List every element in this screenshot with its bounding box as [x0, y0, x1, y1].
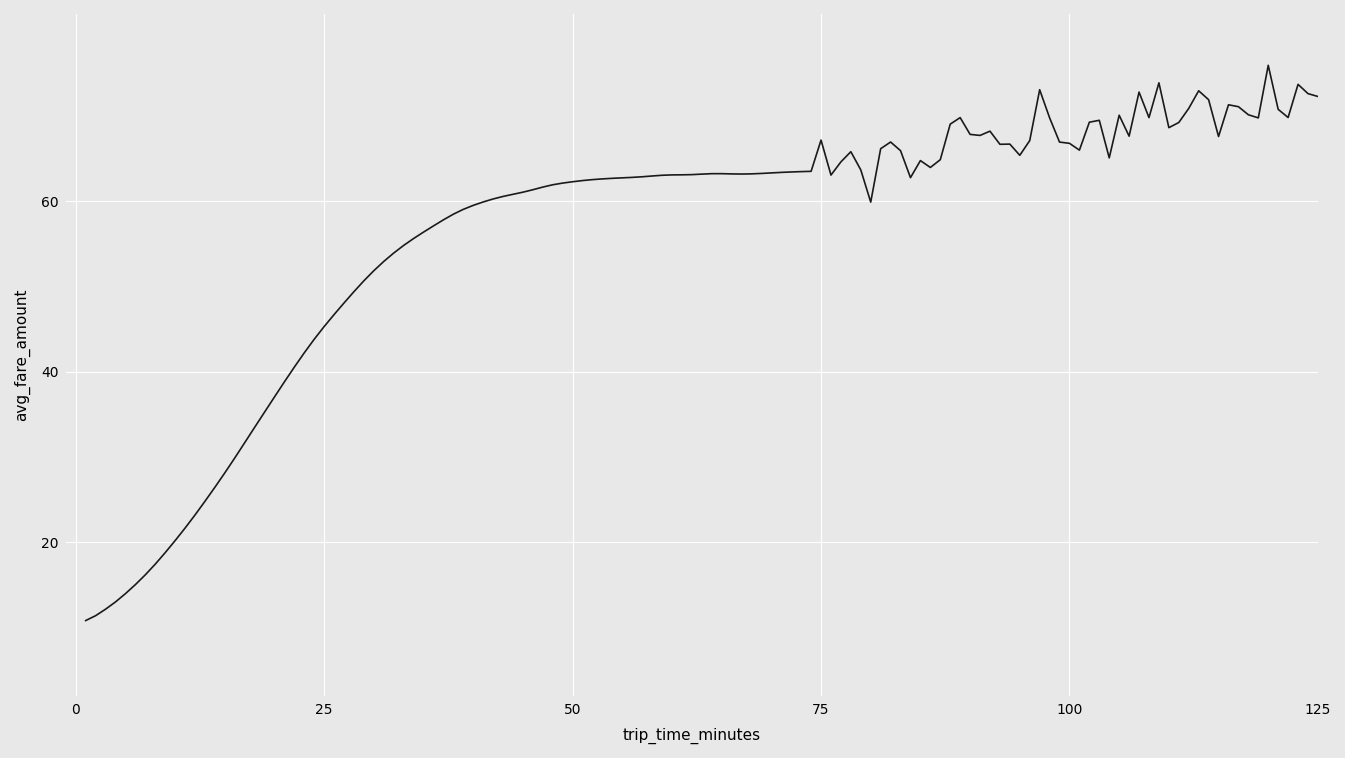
Y-axis label: avg_fare_amount: avg_fare_amount: [13, 289, 30, 421]
X-axis label: trip_time_minutes: trip_time_minutes: [623, 728, 761, 744]
